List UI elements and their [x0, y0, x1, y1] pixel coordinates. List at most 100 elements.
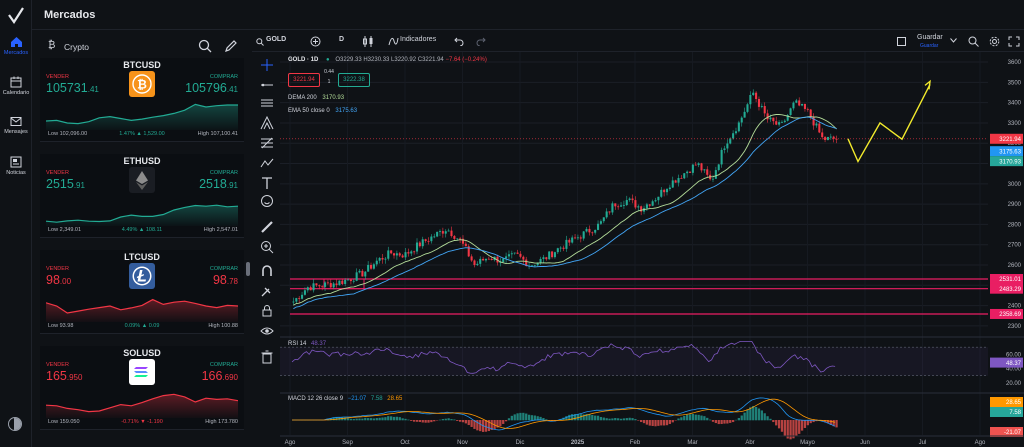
- symbol-button[interactable]: GOLD: [266, 36, 287, 43]
- chart-toolbar: GOLD D Indicadores Guardar Guardar: [252, 32, 1024, 52]
- ruler-icon[interactable]: [260, 220, 274, 234]
- candle-body: [513, 252, 516, 254]
- price-tick-label: 3300: [1008, 121, 1022, 127]
- candle-body: [430, 236, 433, 242]
- day-change: 1.47% ▲ 1,529.00: [119, 131, 165, 137]
- macd-histogram-bar: [568, 414, 571, 421]
- chevron-down-icon[interactable]: [950, 38, 957, 43]
- nav-label: Mensajes: [4, 129, 28, 135]
- sparkline-chart: [46, 204, 238, 226]
- sell-price-button[interactable]: 165.950: [46, 369, 82, 383]
- sell-price-button[interactable]: 105731.41: [46, 81, 99, 95]
- fib-retracement-icon[interactable]: [260, 136, 274, 150]
- buy-button[interactable]: 3222.38: [338, 73, 370, 87]
- macd-histogram-bar: [688, 414, 692, 421]
- quick-search-icon[interactable]: [968, 36, 979, 47]
- dema-value: 3170.93: [322, 95, 345, 101]
- lock-icon[interactable]: [260, 304, 274, 318]
- macd-histogram-bar: [358, 418, 361, 421]
- horizontal-lines-icon[interactable]: [260, 96, 274, 110]
- candle-body: [525, 259, 528, 266]
- market-card-ethusd[interactable]: ETHUSD VENDER COMPRAR 2515.91 2518.91 Lo…: [40, 154, 244, 238]
- macd-label[interactable]: MACD 12 26 close 9: [288, 396, 344, 402]
- trash-icon[interactable]: [260, 350, 274, 364]
- candle-body: [358, 270, 361, 273]
- candle-body: [312, 283, 315, 291]
- macd-histogram-bar: [783, 420, 786, 436]
- day-high: High 100.88: [208, 323, 238, 329]
- ema-label[interactable]: EMA 50 close 0: [288, 108, 330, 114]
- redo-icon[interactable]: [476, 37, 486, 46]
- symbol-search-icon[interactable]: [256, 38, 264, 46]
- price-chart[interactable]: 3600350034003300320031003000290028002700…: [280, 52, 1024, 447]
- buy-price-button[interactable]: 98.78: [213, 273, 238, 287]
- sparkline-line: [46, 298, 238, 314]
- candle-body: [734, 131, 738, 134]
- macd-histogram-bar: [398, 417, 401, 421]
- settings-gear-icon[interactable]: [989, 36, 1000, 47]
- macd-histogram-bar: [461, 420, 465, 423]
- market-card-ltcusd[interactable]: LTCUSD VENDER COMPRAR 98.00 98.78 Low 93…: [40, 250, 244, 334]
- candle-body: [617, 206, 620, 208]
- theme-toggle-icon[interactable]: [8, 417, 22, 431]
- dema-label[interactable]: DEMA 200: [288, 95, 317, 101]
- buy-price-main: 98: [212, 273, 227, 287]
- quantity-value[interactable]: 1: [327, 79, 331, 85]
- nav-item-calendario[interactable]: Calendario: [0, 76, 32, 96]
- compare-add-icon[interactable]: [310, 36, 321, 47]
- app-logo-icon[interactable]: [6, 6, 26, 26]
- undo-icon[interactable]: [454, 37, 464, 46]
- candle-body: [714, 170, 717, 179]
- edit-icon[interactable]: [224, 39, 238, 53]
- sell-price-button[interactable]: 98.00: [46, 273, 71, 287]
- indicators-icon[interactable]: [388, 36, 399, 47]
- moving-averages: [280, 114, 988, 310]
- search-icon[interactable]: [198, 39, 212, 53]
- drawing-toolbar: [256, 54, 278, 434]
- trend-line-icon[interactable]: [260, 78, 274, 92]
- layout-square-icon[interactable]: [897, 37, 906, 46]
- sell-button[interactable]: 3221.94: [288, 73, 320, 87]
- zoom-in-icon[interactable]: [260, 240, 274, 254]
- rsi-label[interactable]: RSI 14: [288, 341, 307, 347]
- candle-body: [392, 253, 396, 256]
- panel-scrollbar[interactable]: [246, 262, 250, 276]
- nav-item-mercados[interactable]: Mercados: [0, 36, 32, 56]
- buy-price-button[interactable]: 2518.91: [199, 177, 238, 191]
- chart-title[interactable]: GOLD · 1D: [288, 57, 319, 63]
- crosshair-icon[interactable]: [260, 58, 274, 72]
- nav-item-mensajes[interactable]: Mensajes: [0, 116, 32, 135]
- visibility-eye-icon[interactable]: [260, 324, 274, 338]
- market-card-solusd[interactable]: SOLUSD VENDER COMPRAR 165.950 166.690 Lo…: [40, 346, 244, 430]
- nav-item-noticias[interactable]: Noticias: [0, 156, 32, 176]
- candle-body: [579, 237, 582, 239]
- sell-price-main: 2515: [46, 177, 74, 191]
- category-label[interactable]: Crypto: [64, 42, 90, 52]
- macd-histogram-bar: [723, 420, 726, 424]
- fullscreen-icon[interactable]: [1008, 36, 1020, 47]
- projection-arrowhead: [924, 79, 931, 90]
- macd-histogram-bar: [335, 416, 338, 421]
- interval-button[interactable]: D: [339, 36, 345, 43]
- chart-type-candles-icon[interactable]: [362, 36, 374, 47]
- magnet-icon[interactable]: [260, 264, 274, 278]
- buy-price-button[interactable]: 105796.41: [185, 81, 238, 95]
- buy-price-button[interactable]: 166.690: [202, 369, 238, 383]
- pattern-icon[interactable]: [260, 156, 274, 170]
- candle-body: [335, 283, 338, 286]
- candle-body: [605, 211, 608, 218]
- sell-price-button[interactable]: 2515.91: [46, 177, 85, 191]
- macd-histogram-bar: [565, 416, 568, 421]
- pitchfork-icon[interactable]: [260, 116, 274, 130]
- market-card-btcusd[interactable]: BTCUSD VENDER COMPRAR 105731.41 105796.4…: [40, 58, 244, 142]
- save-button[interactable]: Guardar: [917, 34, 943, 41]
- time-tick-label: Jun: [860, 440, 870, 446]
- macd-histogram-bar: [760, 410, 763, 421]
- candle-body: [447, 230, 450, 232]
- text-tool-icon[interactable]: [260, 176, 274, 190]
- indicators-button[interactable]: Indicadores: [400, 36, 437, 43]
- lock-drawings-icon[interactable]: [260, 284, 274, 298]
- day-low: Low 102,096.00: [48, 131, 88, 137]
- day-high: High 107,100.41: [197, 131, 238, 137]
- emoji-icon[interactable]: [260, 194, 274, 208]
